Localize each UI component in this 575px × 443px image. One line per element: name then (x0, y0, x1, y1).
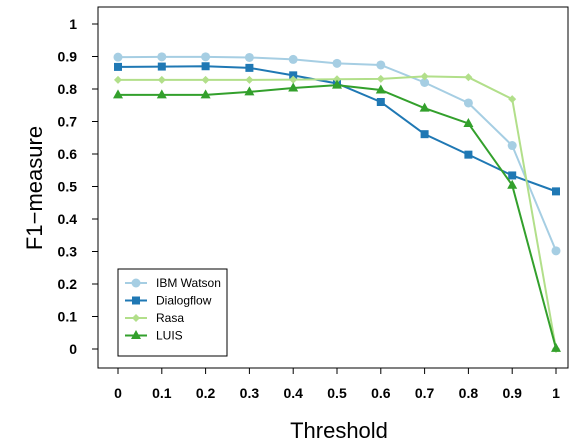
data-point-luis (244, 86, 255, 96)
data-point-luis (419, 102, 430, 112)
plot-frame (97, 6, 569, 369)
data-point-dialogflow (245, 63, 254, 72)
y-tick-label: 0 (69, 341, 77, 357)
data-point-dialogflow (552, 187, 560, 196)
legend-label-rasa: Rasa (156, 311, 184, 325)
y-tick-label: 0.7 (58, 114, 78, 130)
y-tick-label: 0.6 (58, 146, 78, 162)
data-point-dialogflow (289, 71, 298, 80)
data-point-dialogflow (114, 62, 122, 71)
data-point-luis (200, 89, 211, 99)
data-point-dialogflow (157, 62, 166, 71)
x-tick-label: 0.1 (152, 385, 172, 401)
legend-label-ibm-watson: IBM Watson (156, 276, 221, 290)
x-axis: 0 0.1 0.2 0.3 0.4 0.5 0.6 0.7 0.8 0.9 1 (114, 368, 560, 401)
y-tick-label: 0.1 (58, 309, 78, 325)
x-tick-label: 0.6 (371, 385, 391, 401)
x-tick-label: 0.8 (459, 385, 479, 401)
series-ibm-watson (113, 52, 561, 256)
data-point-rasa (420, 72, 429, 81)
legend: IBM Watson Dialogflow Rasa LUIS (117, 268, 228, 357)
x-tick-label: 0.3 (240, 385, 260, 401)
data-point-luis (113, 89, 123, 99)
data-point-ibm-watson (551, 246, 561, 256)
data-point-rasa (376, 74, 385, 83)
series-luis (113, 79, 561, 352)
data-point-luis (375, 84, 386, 94)
data-point-luis (288, 82, 299, 92)
legend-label-dialogflow: Dialogflow (156, 294, 212, 308)
data-point-rasa (508, 95, 517, 104)
data-point-rasa (464, 73, 473, 82)
y-axis-title: F1−measure (22, 126, 47, 250)
y-tick-label: 1 (69, 16, 77, 32)
data-point-ibm-watson (157, 52, 167, 62)
data-point-ibm-watson (463, 98, 473, 108)
legend-marker-dialogflow (132, 296, 140, 305)
x-axis-title: Threshold (290, 418, 388, 443)
data-point-luis (551, 342, 561, 352)
data-point-luis (156, 89, 167, 99)
data-point-ibm-watson (201, 52, 211, 62)
x-tick-label: 0.7 (415, 385, 435, 401)
data-point-ibm-watson (244, 52, 254, 62)
legend-marker-rasa (132, 314, 140, 322)
x-tick-label: 0.5 (327, 385, 347, 401)
data-point-dialogflow (201, 62, 210, 71)
data-point-ibm-watson (113, 52, 123, 62)
y-axis: 0 0.1 0.2 0.3 0.4 0.5 0.6 0.7 0.8 0.9 1 (58, 16, 98, 357)
y-tick-label: 0.9 (58, 49, 78, 65)
data-point-dialogflow (420, 130, 429, 139)
x-tick-label: 1 (552, 385, 560, 401)
data-point-ibm-watson (376, 60, 386, 70)
series-layer (113, 52, 561, 353)
data-point-ibm-watson (507, 141, 517, 151)
x-tick-label: 0.4 (283, 385, 303, 401)
x-tick-label: 0.2 (196, 385, 216, 401)
data-point-dialogflow (376, 98, 385, 106)
series-rasa (114, 72, 560, 353)
data-point-rasa (245, 75, 254, 84)
data-point-ibm-watson (288, 54, 298, 64)
data-point-rasa (157, 75, 166, 84)
y-tick-label: 0.8 (58, 81, 78, 97)
data-point-dialogflow (464, 150, 473, 159)
data-point-luis (507, 179, 518, 189)
data-point-rasa (333, 75, 341, 84)
data-point-ibm-watson (332, 58, 342, 68)
legend-marker-ibm-watson (131, 278, 141, 288)
y-tick-label: 0.3 (58, 244, 78, 260)
data-point-dialogflow (508, 171, 517, 180)
legend-marker-luis (131, 330, 141, 339)
data-point-rasa (201, 75, 210, 84)
data-point-ibm-watson (420, 78, 430, 87)
x-tick-label: 0.9 (502, 385, 522, 401)
x-tick-label: 0 (114, 385, 122, 401)
data-point-luis (332, 79, 342, 89)
data-point-rasa (289, 75, 298, 84)
y-tick-label: 0.4 (58, 211, 78, 227)
y-tick-label: 0.2 (58, 276, 78, 292)
data-point-luis (463, 117, 474, 127)
y-tick-label: 0.5 (58, 179, 78, 195)
data-point-rasa (114, 75, 122, 84)
legend-label-luis: LUIS (156, 329, 183, 343)
